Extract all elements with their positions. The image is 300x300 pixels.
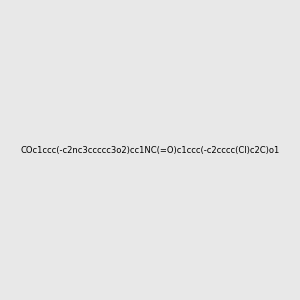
Text: COc1ccc(-c2nc3ccccc3o2)cc1NC(=O)c1ccc(-c2cccc(Cl)c2C)o1: COc1ccc(-c2nc3ccccc3o2)cc1NC(=O)c1ccc(-c…: [20, 146, 280, 154]
